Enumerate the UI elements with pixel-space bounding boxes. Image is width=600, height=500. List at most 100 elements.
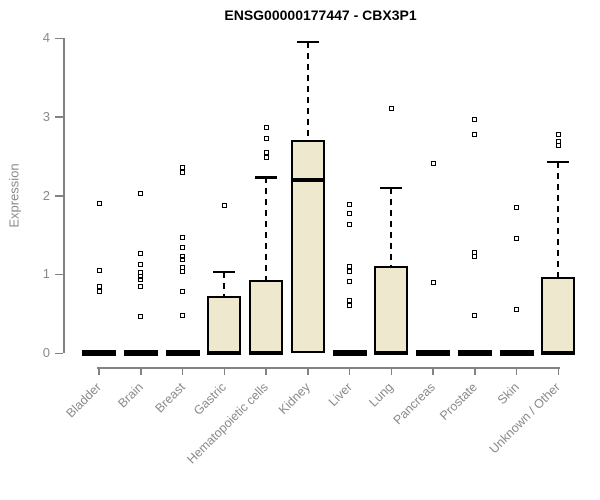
collapsed-box [499, 350, 534, 356]
x-axis-tick [515, 367, 518, 375]
y-axis-tick [55, 37, 63, 39]
outlier-point [138, 191, 144, 197]
x-axis-tick [474, 367, 476, 375]
x-axis-tick [348, 367, 351, 375]
x-axis-tick [223, 367, 225, 375]
box-body [207, 296, 242, 353]
upper-whisker [557, 161, 560, 277]
outlier-point [388, 105, 394, 111]
outlier-point [347, 303, 352, 309]
outlier-point [514, 307, 519, 313]
outlier-point [555, 132, 561, 138]
outlier-point [138, 274, 144, 280]
chart-title: ENSG00000177447 - CBX3P1 [224, 7, 417, 23]
outlier-point [472, 249, 478, 255]
outlier-point [180, 289, 185, 295]
upper-whisker [306, 41, 309, 141]
collapsed-box [165, 350, 200, 356]
outlier-point [472, 131, 478, 137]
outlier-point [263, 155, 269, 161]
outlier-point [347, 202, 352, 208]
y-axis-tick [55, 352, 63, 354]
upper-whisker-cap [255, 176, 277, 179]
upper-whisker-cap [547, 160, 570, 164]
outlier-point [180, 312, 185, 318]
x-axis-tick [140, 367, 142, 375]
box-body [290, 140, 325, 353]
outlier-point [263, 135, 269, 141]
x-tick-label: Unknown / Other [486, 380, 564, 457]
median-line [207, 350, 242, 356]
y-axis-tick [55, 195, 63, 197]
median-line [290, 177, 325, 182]
x-axis-tick [390, 367, 392, 375]
outlier-point [96, 289, 102, 295]
collapsed-box [82, 350, 116, 356]
upper-whisker-cap [296, 40, 319, 44]
collapsed-box [457, 350, 492, 356]
outlier-point [347, 211, 352, 217]
y-tick-label: 3 [42, 108, 50, 124]
x-axis-tick [307, 367, 309, 375]
x-axis-tick [557, 367, 559, 375]
outlier-point [347, 222, 352, 228]
outlier-point [96, 200, 102, 206]
x-axis-tick [181, 367, 184, 375]
y-tick-label: 1 [42, 266, 50, 282]
y-tick-label: 0 [42, 345, 50, 360]
outlier-point [472, 254, 478, 260]
collapsed-box [123, 350, 158, 356]
y-axis-line [63, 38, 65, 353]
outlier-point [430, 280, 436, 286]
x-axis-line [97, 367, 560, 369]
outlier-point [180, 253, 185, 259]
outlier-point [514, 235, 519, 241]
outlier-point [180, 269, 185, 275]
box-body [541, 276, 576, 353]
x-axis-tick [432, 367, 434, 375]
outlier-point [138, 261, 144, 267]
outlier-point [263, 125, 269, 131]
outlier-point [263, 150, 269, 156]
outlier-point [180, 234, 185, 240]
outlier-point [347, 263, 352, 269]
median-line [374, 350, 409, 356]
outlier-point [138, 314, 144, 320]
collapsed-box [416, 350, 450, 356]
outlier-point [96, 267, 102, 273]
upper-whisker [390, 187, 393, 267]
collapsed-box [332, 350, 367, 356]
median-line [249, 350, 283, 356]
outlier-point [347, 278, 352, 284]
outlier-point [138, 277, 144, 283]
outlier-point [138, 251, 144, 257]
box-body [249, 279, 283, 353]
outlier-point [472, 117, 478, 123]
upper-whisker-cap [380, 186, 403, 190]
outlier-point [180, 264, 185, 270]
x-axis-tick [265, 367, 267, 375]
outlier-point [347, 297, 352, 303]
outlier-point [180, 164, 185, 170]
outlier-point [180, 256, 185, 262]
x-axis-tick [98, 367, 100, 375]
y-axis-tick [55, 116, 63, 118]
y-tick-label: 4 [42, 30, 50, 45]
upper-whisker [223, 271, 226, 297]
outlier-point [347, 268, 352, 274]
outlier-point [472, 313, 478, 319]
median-line [541, 350, 576, 356]
outlier-point [514, 204, 519, 210]
outlier-point [180, 170, 185, 176]
y-axis-tick [55, 273, 63, 276]
outlier-point [221, 203, 227, 209]
outlier-point [96, 283, 102, 289]
box-body [374, 266, 409, 353]
outlier-point [138, 284, 144, 290]
upper-whisker-cap [213, 270, 236, 274]
upper-whisker [265, 177, 267, 280]
outlier-point [430, 160, 436, 166]
outlier-point [555, 142, 561, 148]
outlier-point [180, 244, 185, 250]
